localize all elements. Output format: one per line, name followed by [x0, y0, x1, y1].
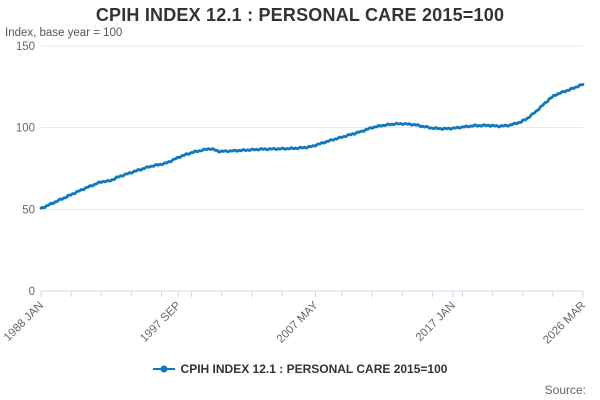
- y-axis-label: 0: [29, 286, 35, 298]
- series-line[interactable]: [39, 83, 585, 210]
- legend: CPIH INDEX 12.1 : PERSONAL CARE 2015=100: [0, 362, 600, 376]
- legend-label: CPIH INDEX 12.1 : PERSONAL CARE 2015=100: [180, 362, 448, 376]
- y-axis-label: 50: [22, 204, 35, 216]
- y-axis-label: 150: [16, 41, 35, 53]
- x-axis-label: 1997 SEP: [138, 299, 183, 344]
- x-axis-label: 1988 JAN: [2, 300, 46, 344]
- x-axis-label: 2026 MAR: [541, 300, 588, 347]
- y-axis-title: Index, base year = 100: [5, 27, 123, 39]
- x-axis-label: 2007 MAY: [275, 299, 321, 345]
- legend-item[interactable]: CPIH INDEX 12.1 : PERSONAL CARE 2015=100: [152, 362, 448, 376]
- y-axis-label: 100: [16, 123, 35, 135]
- source-label: Source:: [544, 383, 586, 397]
- chart-title: CPIH INDEX 12.1 : PERSONAL CARE 2015=100: [95, 5, 505, 25]
- x-axis-label: 2017 JAN: [414, 300, 458, 344]
- line-series-legend-marker-icon: [152, 365, 175, 373]
